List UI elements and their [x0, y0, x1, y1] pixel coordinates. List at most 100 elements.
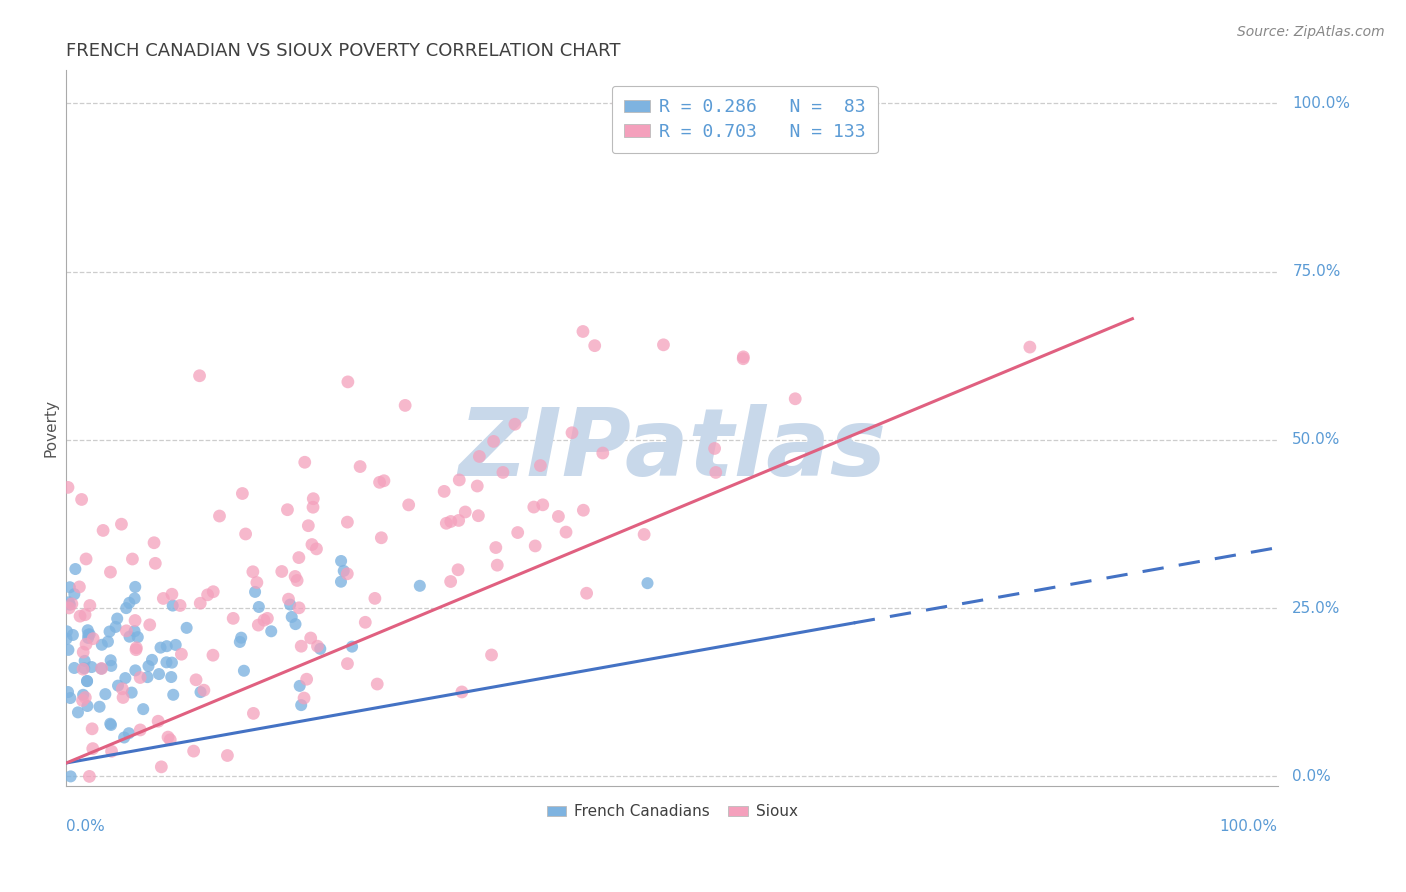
- Point: [592, 446, 614, 460]
- Point: [176, 621, 198, 635]
- Point: [561, 425, 583, 440]
- Point: [188, 368, 211, 383]
- Point: [56, 624, 79, 639]
- Point: [169, 599, 191, 613]
- Point: [373, 474, 395, 488]
- Point: [118, 596, 141, 610]
- Point: [468, 450, 491, 464]
- Point: [76, 624, 98, 638]
- Point: [159, 732, 181, 747]
- Point: [162, 688, 184, 702]
- Point: [703, 442, 725, 456]
- Point: [330, 574, 353, 589]
- Point: [547, 509, 569, 524]
- Point: [170, 647, 193, 661]
- Point: [235, 527, 257, 541]
- Point: [368, 475, 391, 490]
- Text: 25.0%: 25.0%: [1292, 600, 1341, 615]
- Point: [208, 509, 231, 524]
- Point: [115, 624, 138, 638]
- Point: [247, 599, 270, 614]
- Point: [73, 654, 96, 668]
- Point: [330, 554, 353, 568]
- Point: [94, 687, 117, 701]
- Point: [284, 617, 307, 632]
- Point: [349, 459, 371, 474]
- Point: [58, 643, 80, 657]
- Point: [247, 618, 270, 632]
- Point: [59, 769, 82, 783]
- Point: [72, 688, 94, 702]
- Point: [105, 611, 128, 625]
- Point: [90, 638, 112, 652]
- Point: [63, 587, 86, 601]
- Point: [277, 592, 299, 607]
- Point: [276, 502, 298, 516]
- Point: [253, 613, 276, 627]
- Point: [465, 479, 488, 493]
- Point: [124, 591, 146, 606]
- Point: [129, 723, 152, 737]
- Point: [118, 630, 141, 644]
- Point: [232, 664, 254, 678]
- Text: 0.0%: 0.0%: [66, 819, 105, 834]
- Point: [125, 640, 148, 655]
- Text: 0.0%: 0.0%: [1292, 769, 1331, 784]
- Point: [633, 527, 655, 541]
- Text: 100.0%: 100.0%: [1292, 95, 1350, 111]
- Point: [79, 627, 101, 641]
- Point: [77, 627, 100, 641]
- Point: [73, 661, 96, 675]
- Point: [58, 595, 80, 609]
- Point: [80, 660, 103, 674]
- Point: [111, 681, 134, 696]
- Point: [336, 375, 359, 389]
- Point: [531, 498, 554, 512]
- Point: [246, 575, 269, 590]
- Point: [72, 662, 94, 676]
- Point: [114, 671, 136, 685]
- Point: [433, 484, 456, 499]
- Point: [294, 455, 316, 469]
- Point: [785, 392, 807, 406]
- Point: [481, 648, 503, 662]
- Point: [110, 517, 132, 532]
- Point: [100, 565, 122, 579]
- Point: [129, 671, 152, 685]
- Point: [69, 609, 91, 624]
- Point: [242, 565, 264, 579]
- Point: [141, 653, 163, 667]
- Point: [292, 691, 315, 706]
- Point: [295, 672, 318, 686]
- Point: [184, 673, 207, 687]
- Point: [156, 639, 179, 653]
- Point: [67, 580, 90, 594]
- Point: [138, 617, 160, 632]
- Point: [202, 584, 225, 599]
- Point: [449, 473, 471, 487]
- Point: [486, 558, 509, 573]
- Point: [607, 96, 630, 111]
- Point: [302, 491, 325, 506]
- Point: [59, 580, 82, 594]
- Point: [305, 541, 328, 556]
- Text: Source: ZipAtlas.com: Source: ZipAtlas.com: [1237, 25, 1385, 39]
- Point: [121, 685, 143, 699]
- Point: [704, 466, 727, 480]
- Point: [73, 607, 96, 622]
- Point: [82, 741, 104, 756]
- Point: [65, 562, 87, 576]
- Point: [572, 503, 595, 517]
- Point: [288, 550, 311, 565]
- Point: [190, 685, 212, 699]
- Point: [434, 516, 457, 531]
- Point: [72, 693, 94, 707]
- Point: [309, 641, 332, 656]
- Point: [222, 611, 245, 625]
- Point: [285, 574, 308, 588]
- Point: [454, 505, 477, 519]
- Point: [524, 539, 547, 553]
- Point: [336, 657, 359, 671]
- Point: [733, 350, 755, 364]
- Point: [115, 601, 138, 615]
